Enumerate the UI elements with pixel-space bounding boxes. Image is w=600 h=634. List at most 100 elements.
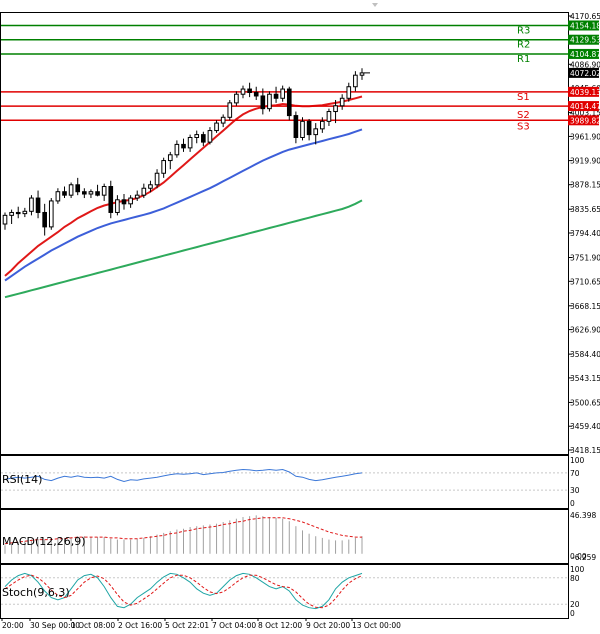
level-price-tag [568,20,599,31]
candle-bear [286,88,292,117]
ma-mid-line [4,128,363,282]
candle-bull [220,116,226,124]
candle-bear [201,134,206,143]
candle-bear [95,191,100,196]
x-tick-label: 9 Oct 20:00 [306,621,350,630]
level-price-label: 4039.13 [570,88,600,97]
candle-bull [55,191,61,202]
macd-tick-label: -6.259 [572,553,596,562]
candle-bull [280,88,285,99]
candle-bull [240,88,246,95]
y-tick-label: 3584.40 [570,350,600,359]
candle-bear [273,93,279,99]
candle-bull [29,197,34,212]
macd-label: MACD(12,26,9) [2,535,86,548]
macd-signal-line [4,517,362,545]
main-pane [0,12,569,455]
y-tick-label: 3961.90 [570,132,600,141]
level-price-tag [568,48,599,59]
candle-bull [313,128,319,136]
level-price-label: 4104.87 [570,50,600,59]
rsi-line [4,468,363,483]
level-price-tag [568,101,599,112]
candle-bear [260,95,266,110]
candle-bull [194,134,200,138]
candle-bull [48,200,54,228]
y-tick-label: 3878.15 [570,181,600,190]
stoch-label: Stoch(9,6,3) [2,586,70,599]
candle-bull [141,187,147,196]
level-name-r1: R1 [517,54,530,65]
level-price-label: 4129.53 [570,36,600,45]
candle-bull [148,184,153,189]
x-tick-label: 13 Oct 00:00 [352,621,401,630]
macd-tick-label: 0.00 [570,552,587,561]
level-name-s3: S3 [517,121,530,132]
y-tick-label: 4003.15 [570,109,600,118]
candle-bull [187,136,193,149]
x-tick-label: 8 Oct 12:00 [258,621,302,630]
candle-bull [128,197,133,205]
rsi-tick-label: 0 [570,499,575,508]
level-price-label: 4154.18 [570,21,600,30]
rsi-tick-label: 70 [570,469,580,478]
y-tick-label: 3751.90 [570,254,600,263]
y-tick-label: 3919.90 [570,157,600,166]
stoch-signal-line [4,574,363,609]
y-tick-label: 3500.65 [570,398,600,407]
candle-bull [320,120,325,130]
candle-bear [253,92,259,97]
level-name-s2: S2 [517,110,530,121]
candle-bear [42,211,47,228]
candle-bear [35,197,41,213]
candle-bull [9,211,14,216]
candle-bear [293,115,299,138]
candle-bear [121,199,127,205]
y-tick-label: 3543.15 [570,374,600,383]
x-tick-label: 2 Oct 16:00 [118,621,162,630]
candle-bull [154,172,160,186]
y-tick-label: 3626.90 [570,326,600,335]
current-price-tag [568,67,599,78]
candle-bear [82,191,87,195]
x-tick-label: 7 Oct 04:00 [212,621,256,630]
candle-bull [346,86,352,99]
candle-bull [115,199,120,213]
y-tick-label: 3835.65 [570,205,600,214]
candle-bear [108,186,114,213]
stoch-pane [0,564,569,619]
x-tick-label: 1 Oct 08:00 [71,621,115,630]
stoch-tick-label: 0 [570,609,575,618]
candle-bull [68,184,74,196]
current-price-label: 4072.02 [570,69,600,78]
candle-bull [214,122,219,132]
level-name-s1: S1 [517,92,530,103]
rsi-tick-label: 30 [570,486,580,495]
candle-bull [333,105,338,113]
level-name-r3: R3 [517,25,530,36]
y-tick-label: 3459.40 [570,422,600,431]
candle-bull [134,194,140,199]
candle-bull [174,143,180,156]
candle-bull [2,214,8,225]
level-price-label: 4014.47 [570,102,600,111]
rsi-tick-label: 100 [570,456,585,465]
candle-bear [181,143,186,149]
stoch-tick-label: 20 [570,600,580,609]
candle-bear [247,88,252,94]
rsi-label: RSI(14) [2,473,42,486]
level-price-tag [568,115,599,126]
candle-bull [227,102,233,118]
y-tick-label: 3418.15 [570,446,600,455]
macd-tick-label: 46.398 [570,511,596,520]
y-tick-label: 4170.65 [570,12,600,21]
scroll-marker-icon [372,3,378,7]
level-price-tag [568,34,599,45]
x-tick-label: 20:00 [2,621,24,630]
candle-bull [359,72,365,76]
y-tick-label: 3794.40 [570,229,600,238]
candle-bull [88,191,94,195]
candle-bull [167,154,173,162]
